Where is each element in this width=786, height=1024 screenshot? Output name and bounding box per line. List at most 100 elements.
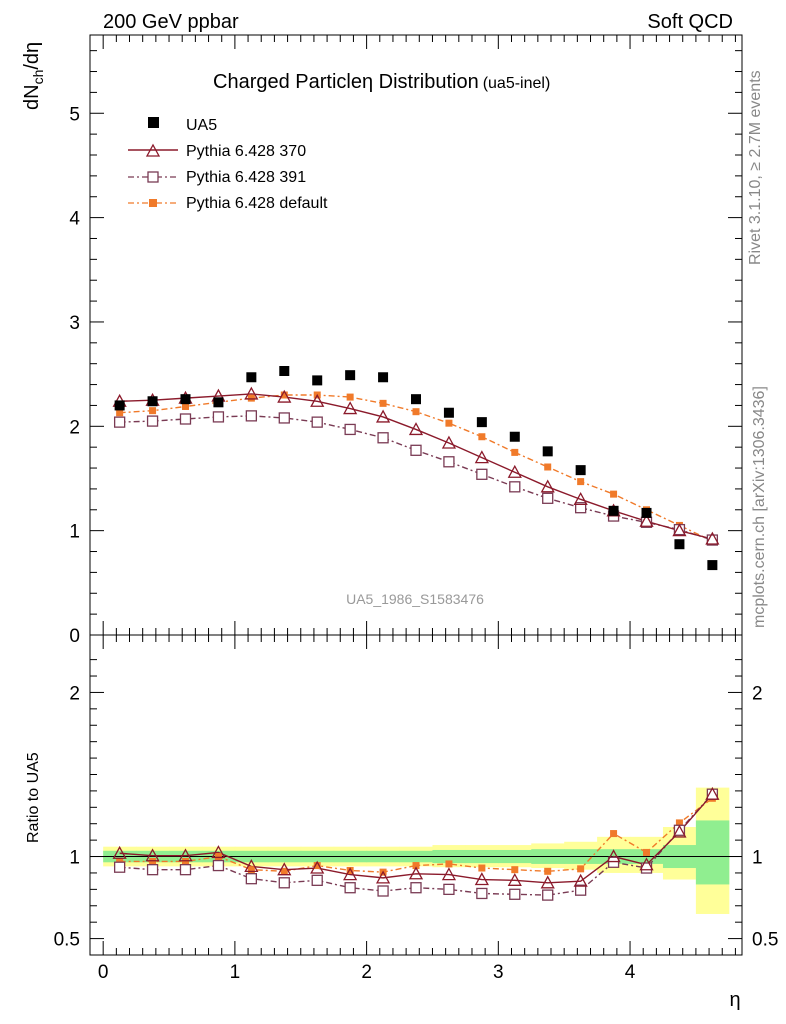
ratio-point-391 — [509, 888, 521, 900]
point-370 — [343, 401, 358, 415]
ratio-point-default — [643, 848, 651, 856]
ylabel-dn: dN — [21, 84, 43, 110]
ratio-point-370 — [244, 859, 259, 873]
ratio-point-370 — [408, 866, 424, 880]
main-y-tick-label: 3 — [69, 313, 80, 334]
point-ua5 — [707, 560, 718, 571]
point-default — [346, 393, 354, 401]
legend-marker-default — [149, 199, 157, 207]
ratio-point-370 — [507, 872, 522, 886]
mcplots-credit: mcplots.cern.ch [arXiv:1306.3436] — [751, 386, 768, 628]
ratio-point-370 — [343, 867, 358, 881]
analysis-watermark: UA5_1986_S1583476 — [346, 591, 484, 607]
legend-marker-391 — [147, 171, 159, 183]
point-370 — [408, 422, 424, 436]
point-391 — [574, 502, 587, 514]
point-ua5 — [147, 396, 158, 407]
ratio-point-default — [214, 853, 222, 861]
legend-label-391: Pythia 6.428 391 — [186, 169, 306, 186]
point-ua5 — [312, 375, 323, 386]
point-default — [247, 394, 255, 402]
ratio-point-370 — [178, 848, 193, 862]
point-391 — [146, 415, 159, 427]
ratio-y-tick-label: 0.5 — [54, 930, 80, 951]
point-391 — [509, 481, 521, 493]
x-axis-label: η — [729, 989, 740, 1011]
ratio-plot-frame — [89, 634, 743, 956]
point-default — [544, 463, 552, 471]
point-default — [149, 407, 157, 415]
point-370 — [573, 491, 588, 505]
ratio-point-391 — [542, 889, 554, 901]
ylabel-tail: /dη — [21, 42, 43, 70]
point-391 — [245, 410, 258, 422]
point-default — [478, 433, 486, 441]
point-391 — [344, 423, 356, 436]
ratio-point-370 — [672, 824, 687, 838]
ratio-line-370 — [119, 793, 713, 884]
point-391 — [212, 411, 225, 423]
x-tick-label: 3 — [493, 962, 504, 983]
ratio-ylabel: Ratio to UA5 — [25, 752, 42, 843]
point-ua5 — [608, 505, 619, 516]
ratio-point-370 — [474, 872, 489, 886]
ratio-point-default — [280, 867, 288, 875]
point-ua5 — [213, 397, 224, 408]
ratio-point-391 — [574, 884, 587, 896]
ratio-point-default — [412, 862, 420, 870]
point-default — [610, 490, 618, 498]
main-y-tick-label: 2 — [69, 417, 80, 438]
point-391 — [443, 456, 455, 468]
ratio-band-inner — [695, 820, 730, 885]
point-370 — [441, 435, 457, 449]
ratio-point-default — [610, 830, 618, 838]
point-391 — [278, 412, 290, 424]
point-default — [116, 409, 124, 417]
x-tick-label: 0 — [98, 962, 109, 983]
x-tick-label: 1 — [230, 962, 241, 983]
ratio-point-391 — [212, 859, 225, 872]
point-ua5 — [180, 394, 191, 405]
ratio-y-tick-label: 1 — [69, 848, 80, 869]
main-y-tick-label: 1 — [69, 522, 80, 543]
ratio-point-default — [116, 857, 124, 865]
ratio-point-default — [247, 866, 255, 874]
main-y-tick-label: 5 — [69, 104, 80, 125]
x-tick-label: 4 — [625, 962, 636, 983]
point-ua5 — [542, 446, 553, 457]
ratio-point-391 — [410, 882, 422, 894]
ratio-point-default — [511, 866, 519, 874]
point-ua5 — [509, 431, 520, 442]
point-default — [577, 478, 585, 486]
ratio-point-default — [544, 867, 552, 875]
ylabel-ch: ch — [30, 70, 46, 85]
ratio-point-370 — [375, 870, 391, 884]
point-370 — [540, 479, 555, 493]
ratio-point-default — [577, 865, 585, 873]
point-ua5 — [674, 539, 685, 550]
ratio-y-tick-label: 2 — [69, 683, 80, 704]
rivet-version: Rivet 3.1.10, ≥ 2.7M events — [747, 70, 764, 265]
point-ua5 — [641, 507, 652, 518]
ratio-point-391 — [245, 873, 258, 885]
legend-label-ua5: UA5 — [186, 117, 217, 134]
point-370 — [277, 389, 292, 403]
ratio-y-tick-label-right: 2 — [752, 683, 763, 704]
ratio-point-370 — [211, 845, 226, 859]
ratio-point-default — [478, 864, 486, 872]
point-default — [181, 402, 189, 410]
ratio-point-391 — [311, 874, 323, 886]
ratio-point-370 — [277, 862, 292, 876]
legend: UA5 Pythia 6.428 370 Pythia 6.428 391 Py… — [128, 117, 328, 212]
ratio-point-391 — [278, 877, 290, 889]
point-ua5 — [443, 407, 454, 418]
point-370 — [507, 464, 522, 478]
point-ua5 — [411, 394, 421, 405]
point-default — [412, 408, 420, 416]
title-main: Charged Particle — [213, 71, 362, 93]
main-y-tick-label: 4 — [69, 209, 80, 230]
ratio-point-391 — [344, 882, 356, 894]
point-391 — [673, 523, 686, 536]
point-391 — [542, 492, 554, 504]
